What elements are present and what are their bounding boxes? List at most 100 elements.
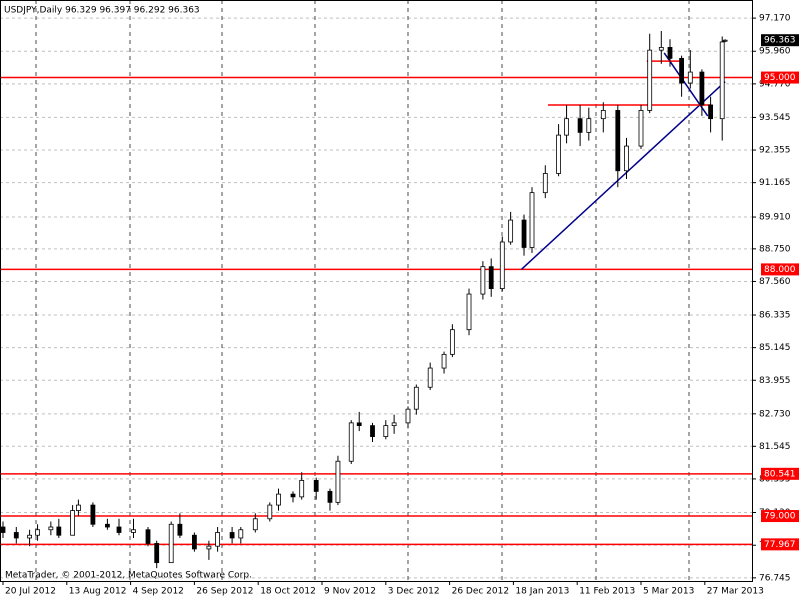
candle-body [466, 293, 472, 331]
candle-body [238, 529, 244, 539]
candle-body [521, 219, 527, 248]
candle-body [229, 532, 235, 539]
candle-body [699, 71, 705, 106]
candle-body [290, 493, 296, 498]
candle-body [647, 49, 653, 111]
candle-body [215, 532, 221, 547]
watermark: MetaTrader, © 2001-2012, MetaQuotes Soft… [5, 571, 252, 581]
candle-body [564, 118, 569, 136]
candle-body [679, 57, 684, 84]
candle-body [722, 39, 728, 42]
y-tick-label: 87.560 [759, 277, 791, 287]
candle-body [383, 425, 389, 437]
candle-body [348, 422, 354, 462]
candle-body [405, 408, 411, 424]
candle-body [276, 493, 281, 506]
candle-body [206, 545, 212, 550]
y-tick-label: 94.770 [759, 79, 791, 89]
candle-body [658, 47, 664, 51]
chart-title: USDJPY,Daily 96.329 96.397 96.292 96.363 [4, 6, 200, 16]
candle-body [719, 41, 725, 120]
y-tick-label: 91.165 [759, 178, 791, 188]
candle-body [529, 192, 535, 248]
plot [0, 30, 752, 569]
candle-body [131, 529, 136, 533]
candle-body [177, 523, 183, 536]
current-price-box [761, 34, 799, 47]
price-line-label-box [761, 71, 799, 84]
price-line-label: 88.000 [764, 265, 796, 275]
candle-body [624, 145, 629, 172]
candle-body [13, 532, 19, 539]
y-tick-label: 97.170 [759, 14, 791, 24]
x-tick-label: 27 Mar 2013 [707, 587, 764, 597]
price-line-label-box [761, 467, 799, 480]
candle-body [252, 518, 258, 531]
grid [0, 0, 752, 581]
x-tick-label: 20 Jul 2012 [5, 587, 56, 597]
candle-body [556, 134, 561, 174]
candle-body [116, 526, 122, 533]
candle-body [687, 71, 693, 84]
candle-body [154, 543, 160, 564]
x-tick-label: 4 Sep 2012 [133, 587, 184, 597]
trend-line [520, 81, 726, 270]
candle-body [299, 480, 305, 498]
y-tick-label: 92.355 [759, 146, 791, 156]
candle-body [638, 110, 644, 147]
candle-body [427, 367, 433, 388]
y-tick-label: 88.750 [759, 244, 791, 254]
candle-body [56, 526, 62, 536]
candle-body [76, 504, 81, 511]
x-tick-label: 18 Jan 2013 [515, 587, 569, 597]
y-tick-label: 81.545 [759, 442, 791, 452]
candle-body [313, 480, 319, 492]
candle-body [48, 526, 54, 531]
price-line-label-box [761, 538, 799, 551]
candle-body [499, 241, 505, 289]
candle-body [70, 510, 75, 536]
candle-body [488, 266, 494, 289]
y-tick-label: 76.745 [759, 573, 791, 583]
axes: 97.170 95.960 94.770 93.545 92.355 91.165 89.9… [2, 14, 799, 597]
candle-body [0, 526, 6, 533]
candle-body [708, 104, 713, 120]
y-tick-label: 85.145 [759, 343, 791, 353]
candle-body [542, 173, 548, 194]
x-tick-label: 26 Sep 2012 [196, 587, 253, 597]
candle-body [35, 529, 40, 536]
candle-body [586, 118, 592, 133]
candle-body [191, 534, 197, 550]
x-tick-label: 5 Mar 2013 [643, 587, 694, 597]
current-price-label: 96.363 [764, 36, 796, 46]
price-line-label-box [761, 263, 799, 276]
candle-body [449, 329, 455, 355]
x-tick-label: 13 Aug 2012 [69, 587, 127, 597]
price-line-label: 95.000 [764, 73, 796, 83]
y-tick-label: 93.545 [759, 113, 791, 123]
y-tick-label: 86.335 [759, 311, 791, 321]
candle-body [335, 460, 341, 503]
y-tick-label: 82.730 [759, 409, 791, 419]
candle-body [145, 529, 151, 544]
plot-frame [0, 0, 753, 582]
candle-body [508, 219, 514, 243]
x-tick-label: 26 Dec 2012 [452, 587, 510, 597]
candle-body [327, 490, 333, 503]
candle-body [391, 422, 397, 427]
candle-body [90, 504, 96, 525]
price-line-label: 80.541 [764, 469, 796, 479]
y-tick-label: 89.910 [759, 213, 791, 223]
price-line-label: 77.967 [764, 540, 796, 550]
candle-body [27, 534, 32, 539]
price-line-label: 79.000 [764, 512, 796, 522]
y-tick-label: 95.960 [759, 47, 791, 57]
candle-body [267, 504, 273, 520]
candle-body [480, 266, 486, 295]
candle-body [356, 422, 362, 427]
candle-body [370, 425, 375, 437]
x-tick-label: 18 Oct 2012 [260, 587, 316, 597]
x-tick-label: 11 Feb 2013 [579, 587, 635, 597]
